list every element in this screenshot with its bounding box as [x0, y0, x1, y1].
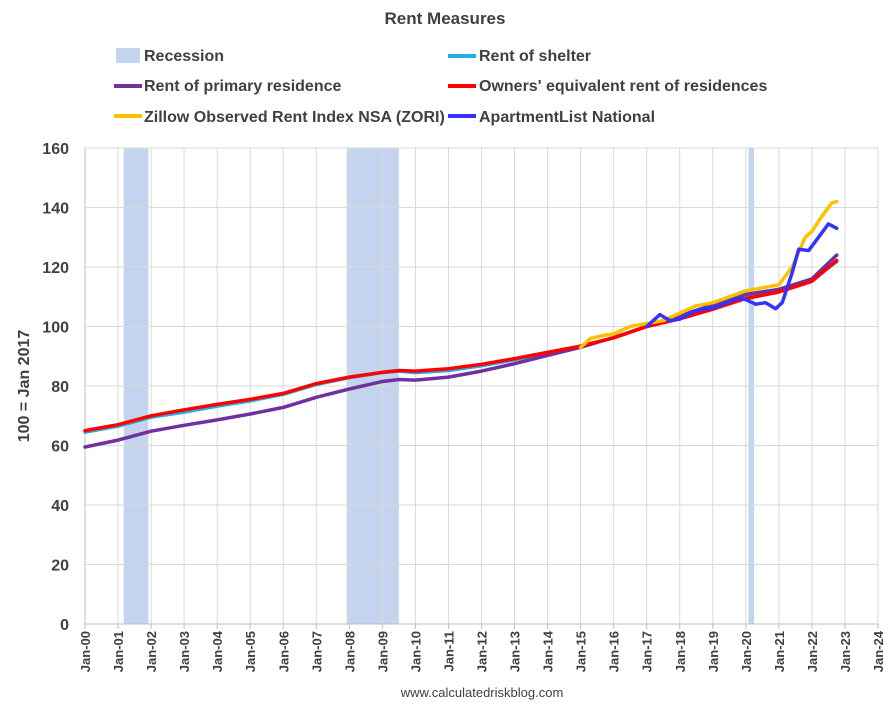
gridlines	[85, 147, 879, 624]
y-tick-label: 60	[51, 439, 69, 456]
legend-label-apartmentlist-national: ApartmentList National	[479, 109, 655, 126]
legend-label-rent-of-shelter: Rent of shelter	[479, 48, 591, 65]
x-tick-label: Jan-08	[342, 631, 357, 672]
x-tick-label: Jan-17	[640, 631, 655, 672]
y-tick-label: 100	[42, 320, 69, 337]
x-tick-label: Jan-19	[706, 631, 721, 672]
x-tick-label: Jan-14	[541, 630, 556, 672]
x-tick-label: Jan-15	[574, 631, 589, 672]
x-tick-label: Jan-21	[772, 631, 787, 672]
legend-label-recession: Recession	[144, 48, 224, 65]
x-tick-label: Jan-16	[607, 631, 622, 672]
y-tick-label: 40	[51, 498, 69, 515]
x-tick-label: Jan-12	[475, 631, 490, 672]
x-tick-label: Jan-04	[210, 630, 225, 672]
y-tick-label: 160	[42, 141, 69, 158]
y-axis-label: 100 = Jan 2017	[16, 330, 33, 443]
x-tick-label: Jan-10	[408, 631, 423, 672]
x-tick-label: Jan-01	[111, 631, 126, 672]
series-line-rent-of-primary-residence	[83, 253, 839, 449]
x-tick-label: Jan-20	[739, 631, 754, 672]
legend-swatch-recession	[116, 48, 140, 63]
series-line-apartmentlist-national	[644, 222, 839, 329]
series-line-owners-equivalent-rent-of-residences	[83, 258, 839, 433]
y-tick-label: 120	[42, 260, 69, 277]
legend: Recession Rent of shelter Rent of primar…	[114, 48, 767, 126]
series-lines	[83, 199, 839, 449]
y-tick-label: 80	[51, 379, 69, 396]
x-tick-label: Jan-11	[441, 631, 456, 671]
y-tick-label: 140	[42, 201, 69, 218]
series-line-zillow-observed-rent-index-nsa-zori	[578, 199, 839, 350]
x-tick-label: Jan-13	[508, 631, 523, 672]
x-tick-label: Jan-18	[673, 631, 688, 672]
x-tick-label: Jan-22	[805, 631, 820, 672]
x-tick-label: Jan-02	[144, 631, 159, 672]
x-tick-label: Jan-03	[177, 631, 192, 672]
chart-title: Rent Measures	[385, 9, 506, 28]
legend-label-rent-of-primary-residence: Rent of primary residence	[144, 78, 342, 95]
x-tick-label: Jan-23	[838, 631, 853, 672]
x-tick-label: Jan-24	[871, 630, 886, 672]
y-tick-label: 20	[51, 558, 69, 575]
axes: 0 20 40 60 80 100 120 140 160 Jan-00 Jan-01 Jan-02 J…	[42, 141, 886, 672]
legend-label-owners-equivalent-rent: Owners' equivalent rent of residences	[479, 78, 767, 95]
x-tick-label: Jan-07	[309, 631, 324, 672]
source-credit: www.calculatedriskblog.com	[400, 685, 564, 700]
legend-label-zillow-zori: Zillow Observed Rent Index NSA (ZORI)	[144, 109, 445, 126]
x-tick-label: Jan-05	[243, 631, 258, 672]
x-tick-label: Jan-06	[276, 631, 291, 672]
y-tick-label: 0	[60, 617, 69, 634]
x-tick-label: Jan-09	[375, 631, 390, 672]
x-tick-label: Jan-00	[78, 631, 93, 672]
